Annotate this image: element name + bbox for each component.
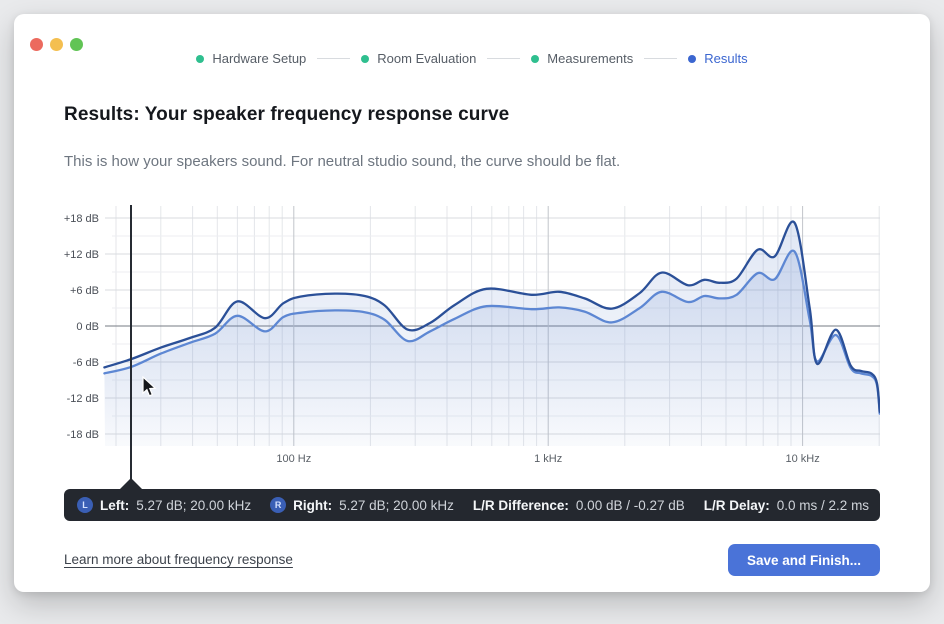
status-item: R Right: 5.27 dB; 20.00 kHz bbox=[270, 497, 454, 513]
svg-text:100 Hz: 100 Hz bbox=[276, 453, 311, 465]
channel-badge-l: L bbox=[77, 497, 93, 513]
minimize-button[interactable] bbox=[50, 38, 63, 51]
step-dot-icon bbox=[688, 54, 697, 63]
status-item: L Left: 5.27 dB; 20.00 kHz bbox=[77, 497, 251, 513]
step-dot-icon bbox=[531, 54, 540, 63]
svg-text:+18 dB: +18 dB bbox=[64, 213, 99, 225]
zoom-button[interactable] bbox=[70, 38, 83, 51]
svg-text:1 kHz: 1 kHz bbox=[534, 453, 562, 465]
step-label: Room Evaluation bbox=[377, 51, 477, 66]
status-value: 0.0 ms / 2.2 ms bbox=[776, 497, 870, 513]
stepper-connector bbox=[487, 58, 521, 59]
svg-text:+12 dB: +12 dB bbox=[64, 249, 99, 261]
status-label: Left: bbox=[100, 497, 130, 513]
chart-cursor-marker bbox=[120, 478, 142, 489]
step-label: Hardware Setup bbox=[212, 51, 307, 66]
series-fill-right bbox=[104, 250, 880, 446]
step-label: Results bbox=[704, 51, 748, 66]
page-title: Results: Your speaker frequency response… bbox=[64, 104, 510, 125]
status-value: 5.27 dB; 20.00 kHz bbox=[136, 497, 252, 513]
stepper-connector bbox=[317, 58, 351, 59]
window-controls bbox=[30, 38, 83, 51]
svg-text:0 dB: 0 dB bbox=[76, 321, 99, 333]
svg-text:10 kHz: 10 kHz bbox=[785, 453, 819, 465]
app-window: Hardware Setup Room Evaluation Measurement… bbox=[14, 14, 930, 592]
svg-text:-6 dB: -6 dB bbox=[73, 357, 99, 369]
frequency-response-chart[interactable]: +18 dB +12 dB +6 dB 0 dB -6 dB -12 dB -18 dB 10… bbox=[64, 205, 880, 502]
svg-text:-12 dB: -12 dB bbox=[67, 393, 99, 405]
stepper-step-results[interactable]: Results bbox=[688, 51, 748, 66]
stepper-step-room-evaluation[interactable]: Room Evaluation bbox=[361, 51, 476, 66]
status-item: L/R Delay: 0.0 ms / 2.2 ms bbox=[704, 498, 869, 513]
learn-more-link[interactable]: Learn more about frequency response bbox=[64, 552, 293, 567]
series-line-right bbox=[103, 249, 880, 415]
status-label: Right: bbox=[293, 497, 333, 513]
status-label: L/R Delay: bbox=[703, 497, 770, 513]
svg-text:-18 dB: -18 dB bbox=[67, 429, 99, 441]
svg-text:+6 dB: +6 dB bbox=[70, 285, 99, 297]
status-value: 0.00 dB / -0.27 dB bbox=[575, 497, 685, 513]
chart-canvas[interactable]: +18 dB +12 dB +6 dB 0 dB -6 dB -12 dB -18 dB 10… bbox=[64, 206, 880, 470]
stepper-step-measurements[interactable]: Measurements bbox=[531, 51, 633, 66]
step-label: Measurements bbox=[547, 51, 634, 66]
measurement-status-bar: L Left: 5.27 dB; 20.00 kHz R Right: 5.27 dB; … bbox=[64, 489, 880, 521]
close-button[interactable] bbox=[30, 38, 43, 51]
status-label: L/R Difference: bbox=[472, 497, 569, 513]
page-subtitle: This is how your speakers sound. For neu… bbox=[64, 153, 621, 170]
stepper: Hardware Setup Room Evaluation Measurement… bbox=[14, 51, 930, 66]
status-value: 5.27 dB; 20.00 kHz bbox=[339, 497, 454, 513]
mouse-cursor-icon bbox=[142, 376, 157, 397]
stepper-step-hardware-setup[interactable]: Hardware Setup bbox=[196, 51, 306, 66]
step-dot-icon bbox=[196, 54, 205, 63]
y-axis-labels: +18 dB +12 dB +6 dB 0 dB -6 dB -12 dB -18 dB bbox=[64, 213, 99, 441]
step-dot-icon bbox=[361, 54, 370, 63]
channel-badge-r: R bbox=[270, 497, 287, 513]
stepper-connector bbox=[644, 58, 678, 59]
x-axis-labels: 100 Hz 1 kHz 10 kHz bbox=[276, 453, 819, 465]
chart-cursor-line bbox=[130, 205, 132, 489]
series-line-left bbox=[103, 220, 880, 413]
status-item: L/R Difference: 0.00 dB / -0.27 dB bbox=[473, 498, 685, 513]
save-and-finish-button[interactable]: Save and Finish... bbox=[727, 544, 880, 576]
